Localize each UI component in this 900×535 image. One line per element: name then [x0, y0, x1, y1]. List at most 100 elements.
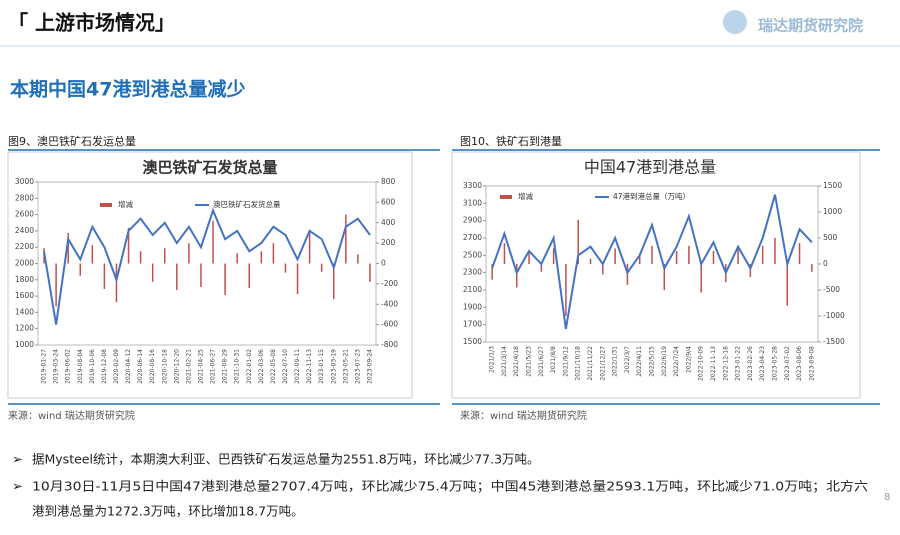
y2-tick-label: -800 — [381, 340, 398, 349]
y-tick-label: 1800 — [15, 275, 34, 284]
x-tick-label: 2021-04-25 — [197, 349, 204, 384]
legend-swatch — [100, 203, 112, 207]
bar — [577, 219, 579, 264]
bar — [236, 253, 238, 264]
x-tick-label: 2021/12/27 — [599, 346, 606, 381]
bar — [614, 248, 616, 264]
y2-tick-label: 600 — [381, 197, 396, 206]
bar — [67, 232, 69, 264]
bar — [188, 243, 190, 264]
bar — [164, 248, 166, 264]
x-tick-label: 2022/6/19 — [661, 346, 668, 377]
y-tick-label: 2900 — [463, 216, 482, 225]
bar — [761, 245, 764, 264]
y-tick-label: 2200 — [15, 242, 34, 251]
x-tick-label: 2020-12-20 — [173, 349, 180, 384]
x-tick-label: 2021-06-27 — [210, 349, 217, 384]
source: 来源：wind 瑞达期货研究院 — [8, 409, 135, 422]
y-tick-label: 1400 — [15, 307, 34, 316]
x-tick-label: 2023-01-15 — [318, 349, 325, 384]
x-tick-label: 2022/7/24 — [673, 346, 680, 377]
y-tick-label: 2600 — [15, 210, 34, 219]
bar — [749, 264, 752, 277]
x-tick-label: 2019-01-27 — [41, 349, 48, 384]
bar — [369, 263, 371, 282]
x-tick-label: 2020-04-12 — [125, 349, 132, 384]
x-tick-label: 2023-05-21 — [342, 349, 349, 384]
logo: 瑞达期货研究院 — [758, 17, 863, 35]
legend-label: 增减 — [518, 191, 533, 201]
x-tick-label: 2021-08-29 — [222, 349, 229, 384]
y-tick-label: 2300 — [463, 268, 482, 277]
y-tick-label: 2800 — [15, 193, 34, 202]
y-tick-label: 1000 — [15, 340, 34, 349]
y-tick-label: 1900 — [463, 302, 482, 311]
bar — [79, 263, 81, 276]
y2-tick-label: 1000 — [823, 207, 842, 216]
bullet-marker: ➢ — [12, 453, 23, 468]
x-tick-label: 2022-01-02 — [246, 349, 253, 384]
bar — [103, 263, 106, 289]
x-tick-label: 2021/1/3 — [489, 346, 496, 373]
bar — [503, 243, 506, 264]
y2-tick-label: 200 — [381, 238, 396, 247]
bar — [55, 263, 57, 307]
bar — [151, 263, 154, 282]
bar — [700, 264, 702, 293]
page-number: 8 — [884, 492, 890, 503]
y2-tick-label: 0 — [381, 259, 386, 268]
y2-tick-label: 1500 — [823, 181, 842, 190]
source: 来源：wind 瑞达期货研究院 — [460, 409, 587, 422]
x-tick-label: 2021-10-31 — [234, 349, 241, 384]
x-tick-label: 2021-02-21 — [185, 349, 192, 384]
bar — [602, 264, 604, 275]
subtitle: 本期中国47港到港总量减少 — [10, 78, 245, 101]
x-tick-label: 2020-10-18 — [161, 349, 168, 384]
bullet: 据Mysteel统计，本期澳大利亚、巴西铁矿石发运总量为2551.8万吨，环比减… — [32, 452, 540, 467]
x-tick-label: 2023-05-28 — [771, 346, 778, 381]
bar — [91, 245, 94, 264]
x-tick-label: 2021/3/14 — [501, 346, 508, 377]
x-tick-label: 2022/3/7 — [624, 346, 631, 373]
bar — [651, 245, 653, 264]
bar — [260, 251, 263, 264]
y2-tick-label: -1000 — [823, 311, 845, 320]
bar — [224, 263, 226, 296]
y-tick-label: 1600 — [15, 291, 34, 300]
bullet-marker: ➢ — [12, 480, 23, 495]
x-tick-label: 2022-12-18 — [722, 346, 729, 381]
bar — [345, 214, 347, 264]
x-tick-label: 2021/4/18 — [513, 346, 520, 377]
bar — [565, 264, 567, 316]
bar — [272, 243, 275, 264]
y2-tick-label: -1500 — [823, 337, 845, 346]
y2-tick-label: -500 — [823, 285, 840, 294]
bullet: 10月30日-11月5日中国47港到港总量2707.4万吨，环比减少75.4万吨… — [32, 479, 868, 494]
bar — [333, 263, 335, 300]
x-tick-label: 2019-12-08 — [101, 349, 108, 384]
bar — [589, 258, 592, 264]
bar — [552, 248, 555, 264]
x-tick-label: 2023-01-22 — [735, 346, 742, 381]
x-tick-label: 2023-03-19 — [330, 349, 337, 384]
x-tick-label: 2021/8/8 — [550, 346, 557, 373]
x-tick-label: 2023-09-08 — [808, 346, 815, 381]
legend-label: 增减 — [118, 199, 133, 209]
x-tick-label: 2022/5/15 — [649, 346, 656, 377]
bar — [786, 264, 789, 306]
bar — [540, 264, 543, 272]
x-tick-label: 2023-08-06 — [796, 346, 803, 381]
bar — [200, 263, 202, 287]
y-tick-label: 3100 — [463, 198, 482, 207]
y-tick-label: 2100 — [463, 285, 482, 294]
x-tick-label: 2022-05-08 — [270, 349, 277, 384]
x-tick-label: 2022-09-11 — [294, 349, 301, 384]
x-tick-label: 2022-07-10 — [282, 349, 289, 384]
bar — [296, 263, 299, 295]
bar — [798, 243, 801, 264]
chart-frame — [7, 151, 413, 399]
bar — [774, 238, 776, 264]
legend-label: 澳巴铁矿石发货总量 — [213, 199, 281, 209]
x-tick-label: 2019-06-02 — [65, 349, 72, 384]
